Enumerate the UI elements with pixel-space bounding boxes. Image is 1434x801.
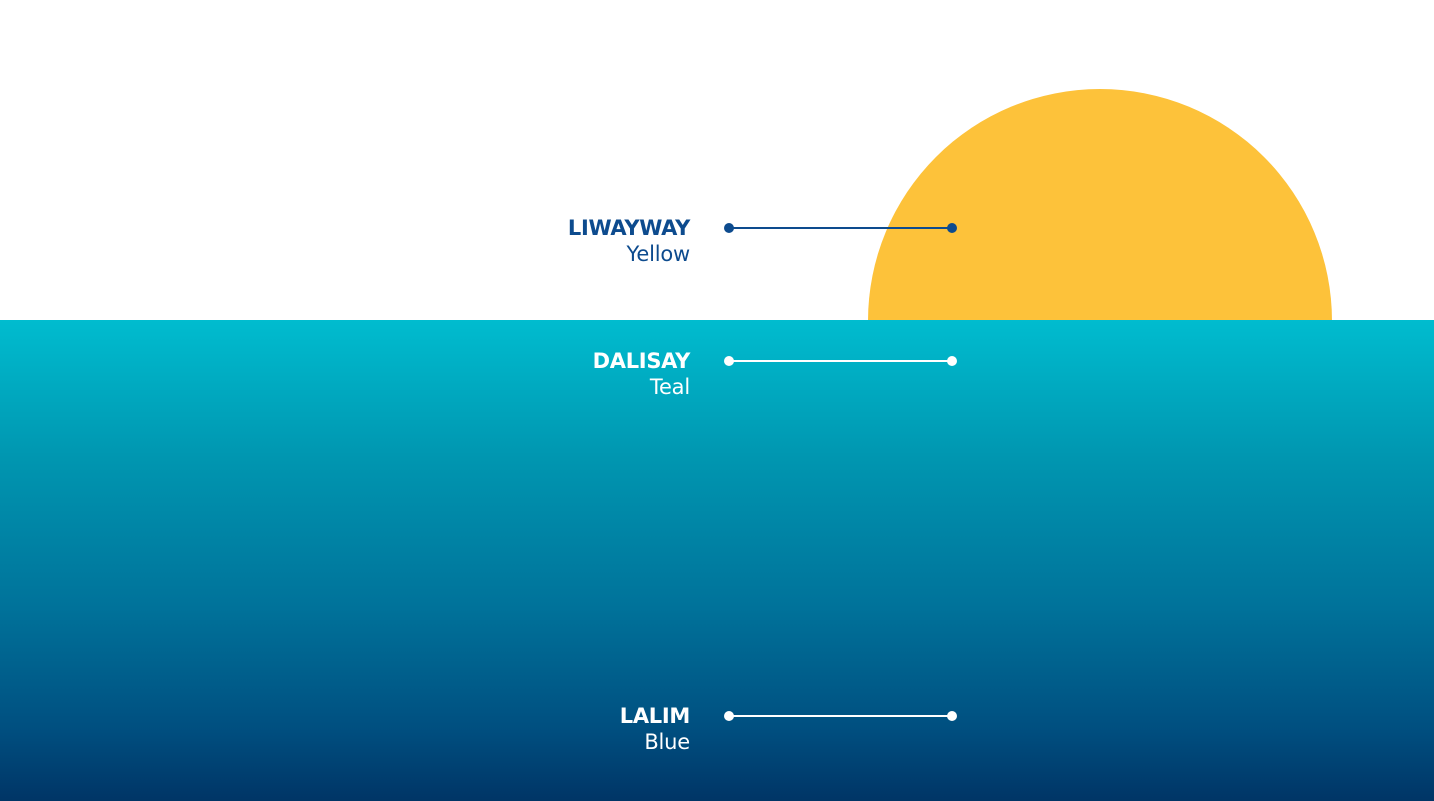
label-liwayway: LIWAYWAY Yellow (568, 218, 690, 265)
leader-line-liwayway (724, 223, 957, 233)
leader-line-dalisay (724, 356, 957, 366)
leader-line-liwayway-start-dot (724, 223, 734, 233)
label-dalisay: DALISAY Teal (592, 349, 691, 399)
label-liwayway-color: Yellow (626, 242, 691, 266)
leader-line-lalim-start-dot (724, 711, 734, 721)
label-lalim: LALIM Blue (619, 704, 691, 754)
leader-line-dalisay-start-dot (724, 356, 734, 366)
leader-line-lalim-segment (729, 715, 952, 717)
label-dalisay-name: DALISAY (592, 349, 691, 373)
leader-line-lalim (724, 711, 957, 721)
leader-line-liwayway-segment (729, 227, 952, 229)
sea-gradient (0, 320, 1434, 801)
label-dalisay-color: Teal (649, 375, 690, 399)
leader-line-dalisay-segment (729, 360, 952, 362)
label-lalim-name: LALIM (619, 704, 691, 728)
leader-line-dalisay-end-dot (947, 356, 957, 366)
label-liwayway-name: LIWAYWAY (567, 216, 690, 240)
leader-line-lalim-end-dot (947, 711, 957, 721)
leader-line-liwayway-end-dot (947, 223, 957, 233)
label-lalim-color: Blue (644, 730, 690, 754)
